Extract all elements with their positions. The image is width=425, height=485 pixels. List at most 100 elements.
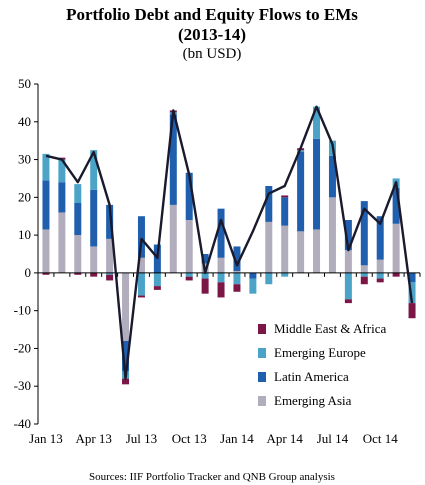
bar-emerging-asia xyxy=(137,257,145,273)
bar-emerging-europe xyxy=(58,159,66,183)
bar-latin-america xyxy=(313,138,321,230)
bar-emerging-europe xyxy=(106,272,114,275)
bar-middle-east-africa xyxy=(392,272,400,277)
legend-swatch-middle-east-africa xyxy=(258,324,266,334)
bar-emerging-asia xyxy=(185,220,193,273)
bar-latin-america xyxy=(328,155,336,198)
bar-middle-east-africa xyxy=(137,295,145,298)
bar-middle-east-africa xyxy=(106,274,114,281)
bar-latin-america xyxy=(249,272,257,279)
bar-latin-america xyxy=(233,246,241,271)
bar-latin-america xyxy=(58,182,66,213)
bar-middle-east-africa xyxy=(281,195,289,198)
x-tick-label: Oct 14 xyxy=(363,431,399,446)
bar-emerging-europe xyxy=(90,150,98,190)
bar-middle-east-africa xyxy=(122,378,130,385)
bar-latin-america xyxy=(169,114,177,205)
bar-emerging-europe xyxy=(313,106,321,139)
x-tick-label: Jan 13 xyxy=(29,431,63,446)
bar-emerging-europe xyxy=(265,272,273,285)
bar-emerging-asia xyxy=(42,229,50,273)
bar-emerging-europe xyxy=(201,272,209,279)
x-tick-label: Apr 13 xyxy=(75,431,111,446)
bar-emerging-asia xyxy=(313,229,321,273)
bar-emerging-asia xyxy=(217,257,225,273)
bar-latin-america xyxy=(106,204,114,239)
bar-latin-america xyxy=(42,180,50,230)
bar-emerging-asia xyxy=(90,246,98,273)
bar-emerging-asia xyxy=(169,204,177,273)
bar-latin-america xyxy=(217,208,225,258)
plot-area: -40 -30 -20 -10 0 10 20 30 40 50 Jan 13 Apr 13 Jul 1… xyxy=(14,76,421,446)
y-tick-label: 30 xyxy=(18,152,31,167)
bar-emerging-asia xyxy=(74,235,82,273)
bar-latin-america xyxy=(265,186,273,222)
bar-latin-america xyxy=(392,187,400,224)
bar-latin-america xyxy=(201,254,209,264)
bar-emerging-asia xyxy=(265,221,273,273)
bar-latin-america xyxy=(281,197,289,226)
x-tick-label: Jul 13 xyxy=(126,431,157,446)
legend: Middle East & Africa Emerging Europe Latin… xyxy=(258,321,387,408)
bar-latin-america xyxy=(360,201,368,266)
bar-emerging-asia xyxy=(392,223,400,273)
legend-label-latin-america: Latin America xyxy=(274,369,349,384)
legend-swatch-latin-america xyxy=(258,372,266,382)
bar-emerging-asia xyxy=(344,250,352,273)
bar-middle-east-africa xyxy=(153,286,161,290)
bar-emerging-asia xyxy=(58,212,66,273)
y-tick-label: -40 xyxy=(14,416,31,431)
bar-latin-america xyxy=(297,152,305,232)
bar-latin-america xyxy=(376,216,384,260)
source-note: Sources: IIF Portfolio Tracker and QNB G… xyxy=(89,471,335,483)
bar-latin-america xyxy=(185,172,193,220)
bar-emerging-asia xyxy=(122,272,130,341)
x-tick-label: Apr 14 xyxy=(266,431,303,446)
bar-emerging-asia xyxy=(233,271,241,273)
bar-emerging-asia xyxy=(106,238,114,273)
x-tick-label: Jan 14 xyxy=(220,431,254,446)
bar-middle-east-africa xyxy=(376,278,384,283)
bar-middle-east-africa xyxy=(360,276,368,285)
bar-middle-east-africa xyxy=(185,276,193,281)
bar-emerging-europe xyxy=(233,272,241,285)
legend-label-emerging-europe: Emerging Europe xyxy=(274,345,366,360)
bar-emerging-europe xyxy=(42,153,50,181)
bar-emerging-europe xyxy=(376,272,384,279)
bar-middle-east-africa xyxy=(233,284,241,292)
legend-label-emerging-asia: Emerging Asia xyxy=(274,393,352,408)
bar-middle-east-africa xyxy=(344,299,352,304)
chart-title: Portfolio Debt and Equity Flows to EMs xyxy=(66,5,358,24)
bar-latin-america xyxy=(90,189,98,247)
legend-swatch-emerging-asia xyxy=(258,396,266,406)
y-tick-label: -10 xyxy=(14,303,31,318)
bar-emerging-europe xyxy=(217,272,225,283)
x-tick-label: Oct 13 xyxy=(172,431,207,446)
y-tick-label: 0 xyxy=(25,265,32,280)
bar-emerging-europe xyxy=(153,272,161,287)
bar-emerging-asia xyxy=(360,265,368,273)
total-flow-line xyxy=(45,105,414,380)
bar-latin-america xyxy=(122,340,130,372)
legend-swatch-emerging-europe xyxy=(258,348,266,358)
bar-latin-america xyxy=(137,216,145,258)
legend-label-middle-east-africa: Middle East & Africa xyxy=(274,321,387,336)
bar-latin-america xyxy=(344,220,352,251)
y-tick-label: 40 xyxy=(18,114,31,129)
y-tick-label: -30 xyxy=(14,378,31,393)
bar-middle-east-africa xyxy=(90,272,98,277)
bar-emerging-europe xyxy=(249,278,257,294)
x-tick-label: Jul 14 xyxy=(317,431,349,446)
bar-middle-east-africa xyxy=(201,278,209,294)
bar-latin-america xyxy=(74,203,82,236)
bar-emerging-europe xyxy=(185,272,193,277)
bar-emerging-europe xyxy=(344,272,352,300)
bar-emerging-europe xyxy=(360,272,368,277)
y-tick-label: 20 xyxy=(18,189,31,204)
bar-middle-east-africa xyxy=(217,282,225,298)
bar-emerging-asia xyxy=(297,231,305,273)
bar-emerging-asia xyxy=(376,259,384,273)
bar-emerging-europe xyxy=(408,282,416,304)
bar-middle-east-africa xyxy=(42,272,50,275)
y-tick-label: 10 xyxy=(18,227,31,242)
